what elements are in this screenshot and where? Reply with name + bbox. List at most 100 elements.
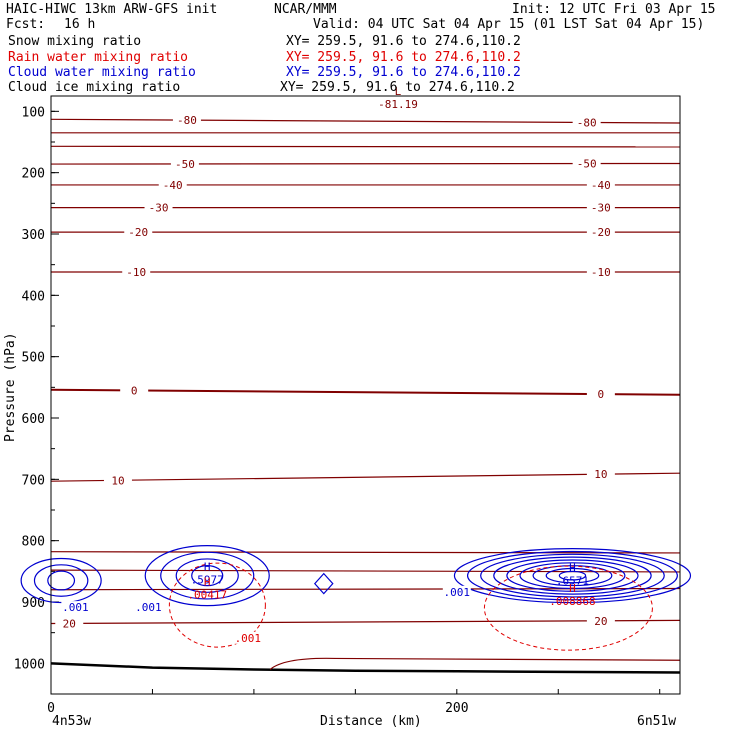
- field-xy-cloud-water: XY= 259.5, 91.6 to 274.6,110.2: [286, 65, 521, 80]
- cloud-water-contour: [545, 567, 600, 584]
- isotherm-label: -50: [175, 158, 195, 171]
- isotherm-label-bg: [144, 201, 173, 214]
- isotherm-line: [50, 388, 681, 396]
- isotherm-label-bg: [586, 468, 615, 481]
- cloud-water-extremum-value: .6571: [556, 575, 589, 588]
- field-xy-cloud-ice: XY= 259.5, 91.6 to 274.6,110.2: [280, 80, 515, 95]
- plot-frame: [50, 95, 681, 695]
- isotherm-label: 0: [131, 384, 138, 397]
- field-name-rain: Rain water mixing ratio: [8, 50, 189, 65]
- cloud-water-contour: [506, 559, 639, 592]
- rain-water-extremum-value: .00417: [187, 589, 227, 602]
- y-tick-label: 800: [22, 535, 45, 550]
- isotherm-label: -20: [128, 226, 148, 239]
- y-tick-label: 100: [22, 105, 45, 120]
- x-tick-label: 200: [445, 701, 468, 716]
- cloud-water-contour: [532, 565, 613, 587]
- contour-label: .001: [444, 586, 471, 599]
- isotherm-label: -80: [177, 114, 197, 127]
- temperature-extremum-kind: L: [395, 85, 402, 98]
- cloud-water-extremum-kind: H: [204, 560, 211, 573]
- isotherm-label: 20: [594, 615, 607, 628]
- field-name-snow: Snow mixing ratio: [8, 34, 142, 49]
- cloud-water-contour: [453, 548, 692, 604]
- rain-water-extremum-kind: H: [204, 576, 211, 589]
- y-tick-label: 500: [22, 351, 45, 366]
- temperature-extremum-value: -81.19: [378, 98, 418, 111]
- y-axis-label: Pressure (hPa): [3, 332, 18, 442]
- cloud-water-extremum-value: .5977: [191, 573, 224, 586]
- isotherm-label-bg: [158, 178, 187, 191]
- cloud-water-contour: [47, 570, 76, 591]
- isotherm-label: -10: [126, 266, 146, 279]
- isotherm-label: -20: [591, 226, 611, 239]
- isotherm-label: -40: [163, 179, 183, 192]
- x-tick-label: 0: [47, 701, 55, 716]
- isotherm-line: [50, 145, 681, 148]
- valid-time: Valid: 04 UTC Sat 04 Apr 15 (01 LST Sat …: [313, 17, 705, 32]
- x-left-endpoint: 4n53w: [52, 714, 91, 729]
- organization: NCAR/MMM: [274, 2, 337, 17]
- x-axis-label: Distance (km): [320, 714, 422, 729]
- isotherm-label: 10: [111, 474, 124, 487]
- isotherm-label-bg: [124, 226, 153, 239]
- field-xy-snow: XY= 259.5, 91.6 to 274.6,110.2: [286, 34, 521, 49]
- y-tick-label: 400: [22, 289, 45, 304]
- field-name-cloud-ice: Cloud ice mixing ratio: [8, 80, 181, 95]
- isotherm-label: 20: [63, 617, 76, 630]
- isotherm-line: [50, 587, 681, 591]
- isotherm-label-bg: [586, 614, 615, 627]
- isotherm-label-bg: [586, 226, 615, 239]
- isotherm-label: -80: [577, 116, 597, 129]
- cloud-water-contour: [493, 556, 652, 595]
- contour-label-bg: [442, 585, 471, 598]
- field-xy-rain: XY= 259.5, 91.6 to 274.6,110.2: [286, 50, 521, 65]
- contour-label-bg: [61, 601, 90, 614]
- x-right-endpoint: 6n51w: [637, 714, 676, 729]
- isotherm-label-bg: [586, 178, 615, 191]
- cloud-water-contour: [20, 557, 102, 604]
- contour-label: .001: [135, 601, 162, 614]
- cloud-water-contour: [160, 551, 255, 600]
- isotherm-label-bg: [170, 157, 199, 170]
- cloud-water-contour: [558, 570, 587, 581]
- cloud-water-contour: [313, 572, 334, 595]
- forecast-value: 16 h: [64, 17, 96, 32]
- y-tick-label: 600: [22, 412, 45, 427]
- isotherm-label: 10: [594, 468, 607, 481]
- isotherm-label-bg: [586, 201, 615, 214]
- isotherm-label-bg: [586, 388, 615, 401]
- rain-water-contour: [168, 562, 266, 648]
- cloud-water-contour: [519, 562, 626, 590]
- cloud-water-contour: [480, 553, 665, 598]
- isotherm-label-bg: [572, 116, 601, 129]
- isotherm-line: [269, 657, 681, 670]
- rain-water-contour: [483, 565, 653, 651]
- cloud-water-contour: [144, 545, 270, 607]
- isotherm-label-bg: [55, 617, 84, 630]
- isotherm-label: -50: [577, 158, 597, 171]
- isotherm-line: [50, 619, 681, 625]
- init-time: Init: 12 UTC Fri 03 Apr 15: [512, 2, 716, 17]
- y-tick-label: 900: [22, 596, 45, 611]
- cloud-water-contour: [466, 550, 678, 601]
- contour-label-bg: [134, 601, 163, 614]
- rain-water-extremum-kind: H: [569, 582, 576, 595]
- contour-label: .001: [62, 601, 89, 614]
- contour-label: .001: [235, 632, 262, 645]
- rain-water-extremum-value: .008868: [549, 595, 595, 608]
- isotherm-label-bg: [120, 384, 149, 397]
- isotherm-label-bg: [586, 266, 615, 279]
- y-tick-label: 300: [22, 228, 45, 243]
- cloud-water-extremum-kind: H: [569, 562, 576, 575]
- isotherm-label: -30: [591, 202, 611, 215]
- contour-label-bg: [233, 631, 262, 644]
- isotherm-label-bg: [122, 266, 151, 279]
- isotherm-label: -10: [591, 266, 611, 279]
- isotherm-label: -30: [149, 202, 169, 215]
- model-title: HAIC-HIWC 13km ARW-GFS init: [6, 2, 218, 17]
- cloud-water-contour: [175, 558, 239, 593]
- isotherm-label: 0: [598, 388, 605, 401]
